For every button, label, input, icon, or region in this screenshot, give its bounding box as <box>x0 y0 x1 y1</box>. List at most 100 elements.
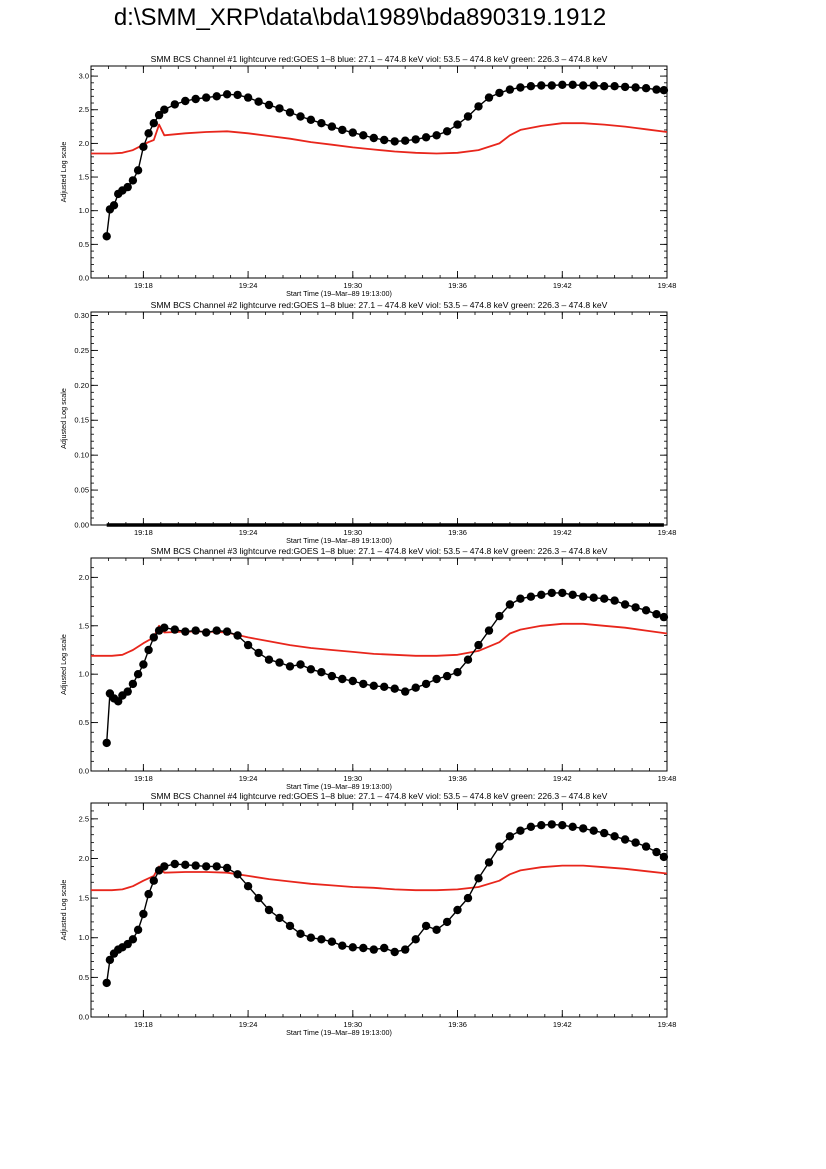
y-tick-label: 0.5 <box>79 240 89 249</box>
bcs-curve <box>106 823 665 983</box>
bcs-data-point <box>641 606 651 615</box>
chart-panel-4: SMM BCS Channel #4 lightcurve red:GOES 1… <box>59 791 676 1037</box>
bcs-data-point <box>359 131 368 140</box>
bcs-data-point <box>154 110 164 120</box>
x-tick-label: 19:36 <box>448 528 467 537</box>
x-axis-label: Start Time (19–Mar–89 19:13:00) <box>286 536 392 545</box>
bcs-data-point <box>600 828 609 838</box>
bcs-data-point <box>212 862 221 871</box>
y-tick-label: 2.0 <box>79 573 89 582</box>
bcs-data-point <box>212 626 221 635</box>
bcs-data-point <box>495 88 504 98</box>
y-tick-label: 0.05 <box>74 486 89 495</box>
bcs-curve <box>106 84 664 237</box>
bcs-data-point <box>369 945 378 954</box>
bcs-data-point <box>327 671 337 681</box>
bcs-data-point <box>484 858 494 867</box>
bcs-data-point <box>338 941 347 950</box>
y-tick-label: 0.25 <box>74 346 89 355</box>
bcs-data-point <box>144 889 153 899</box>
bcs-data-point <box>359 679 368 689</box>
bcs-data-point <box>191 861 200 870</box>
bcs-data-point <box>102 232 111 241</box>
bcs-data-point <box>243 882 253 891</box>
bcs-data-point <box>505 832 515 841</box>
bcs-data-point <box>547 820 556 829</box>
bcs-data-point <box>620 600 630 609</box>
bcs-data-point <box>348 943 357 952</box>
y-tick-label: 1.0 <box>79 933 89 942</box>
goes-curve <box>91 622 668 657</box>
bcs-data-point <box>202 628 211 637</box>
bcs-data-point <box>317 935 326 944</box>
bcs-data-point <box>463 655 473 664</box>
y-tick-label: 2.0 <box>79 854 89 863</box>
bcs-data-point <box>327 937 337 946</box>
x-tick-label: 19:18 <box>134 1020 153 1029</box>
x-tick-label: 19:42 <box>553 1020 572 1029</box>
bcs-data-point <box>558 821 567 830</box>
bcs-data-point <box>233 870 242 879</box>
bcs-data-point <box>296 112 305 121</box>
bcs-data-point <box>170 100 179 109</box>
x-tick-label: 19:18 <box>134 528 153 537</box>
bcs-data-point <box>202 862 211 871</box>
bcs-data-point <box>191 626 200 635</box>
bcs-data-point <box>160 105 169 114</box>
bcs-data-point <box>537 590 546 599</box>
y-tick-label: 2.0 <box>79 139 89 148</box>
x-tick-label: 19:36 <box>448 774 467 783</box>
bcs-data-point <box>264 100 274 110</box>
y-axis-label: Adjusted Log scale <box>59 388 68 449</box>
bcs-data-point <box>600 82 609 91</box>
bcs-data-point <box>133 166 143 175</box>
bcs-data-point <box>610 832 619 841</box>
bcs-data-point <box>296 660 305 669</box>
bcs-data-point <box>254 893 263 903</box>
y-tick-label: 0.15 <box>74 416 89 425</box>
bcs-data-point <box>275 658 284 667</box>
bcs-data-point <box>659 86 669 95</box>
bcs-data-point <box>505 600 515 609</box>
bcs-data-point <box>537 81 546 90</box>
y-tick-label: 0.30 <box>74 311 89 320</box>
x-tick-label: 19:24 <box>239 1020 258 1029</box>
chart-title: SMM BCS Channel #3 lightcurve red:GOES 1… <box>151 546 608 556</box>
bcs-data-point <box>589 593 598 602</box>
y-tick-label: 1.5 <box>79 173 89 182</box>
bcs-data-point <box>516 83 525 92</box>
y-tick-label: 0.20 <box>74 381 89 390</box>
bcs-data-point <box>558 80 567 90</box>
bcs-data-point <box>369 133 378 143</box>
bcs-data-point <box>547 588 556 598</box>
y-tick-label: 2.5 <box>79 814 89 823</box>
bcs-data-point <box>264 905 274 915</box>
bcs-data-point <box>411 135 420 144</box>
bcs-data-point <box>432 925 441 934</box>
bcs-data-point <box>620 82 630 92</box>
bcs-data-point <box>275 913 284 923</box>
bcs-data-point <box>296 929 305 938</box>
bcs-data-point <box>144 129 153 138</box>
bcs-data-point <box>453 905 462 915</box>
bcs-data-point <box>579 824 588 833</box>
y-tick-label: 1.5 <box>79 894 89 903</box>
bcs-data-point <box>401 136 410 145</box>
bcs-data-point <box>631 603 640 612</box>
bcs-data-point <box>432 674 441 684</box>
bcs-data-point <box>652 610 661 619</box>
bcs-curve <box>106 592 665 743</box>
x-tick-label: 19:30 <box>343 774 362 783</box>
bcs-data-point <box>495 842 504 851</box>
bcs-data-point <box>102 738 111 748</box>
y-tick-label: 0.0 <box>79 274 89 283</box>
bcs-data-point <box>285 108 295 117</box>
chart-panel-3: SMM BCS Channel #3 lightcurve red:GOES 1… <box>59 546 676 791</box>
bcs-data-point <box>526 592 536 601</box>
bcs-data-point <box>421 921 431 931</box>
bcs-data-point <box>243 93 253 102</box>
bcs-data-point <box>160 623 169 632</box>
bcs-data-point <box>484 93 494 102</box>
bcs-data-point <box>191 94 200 104</box>
